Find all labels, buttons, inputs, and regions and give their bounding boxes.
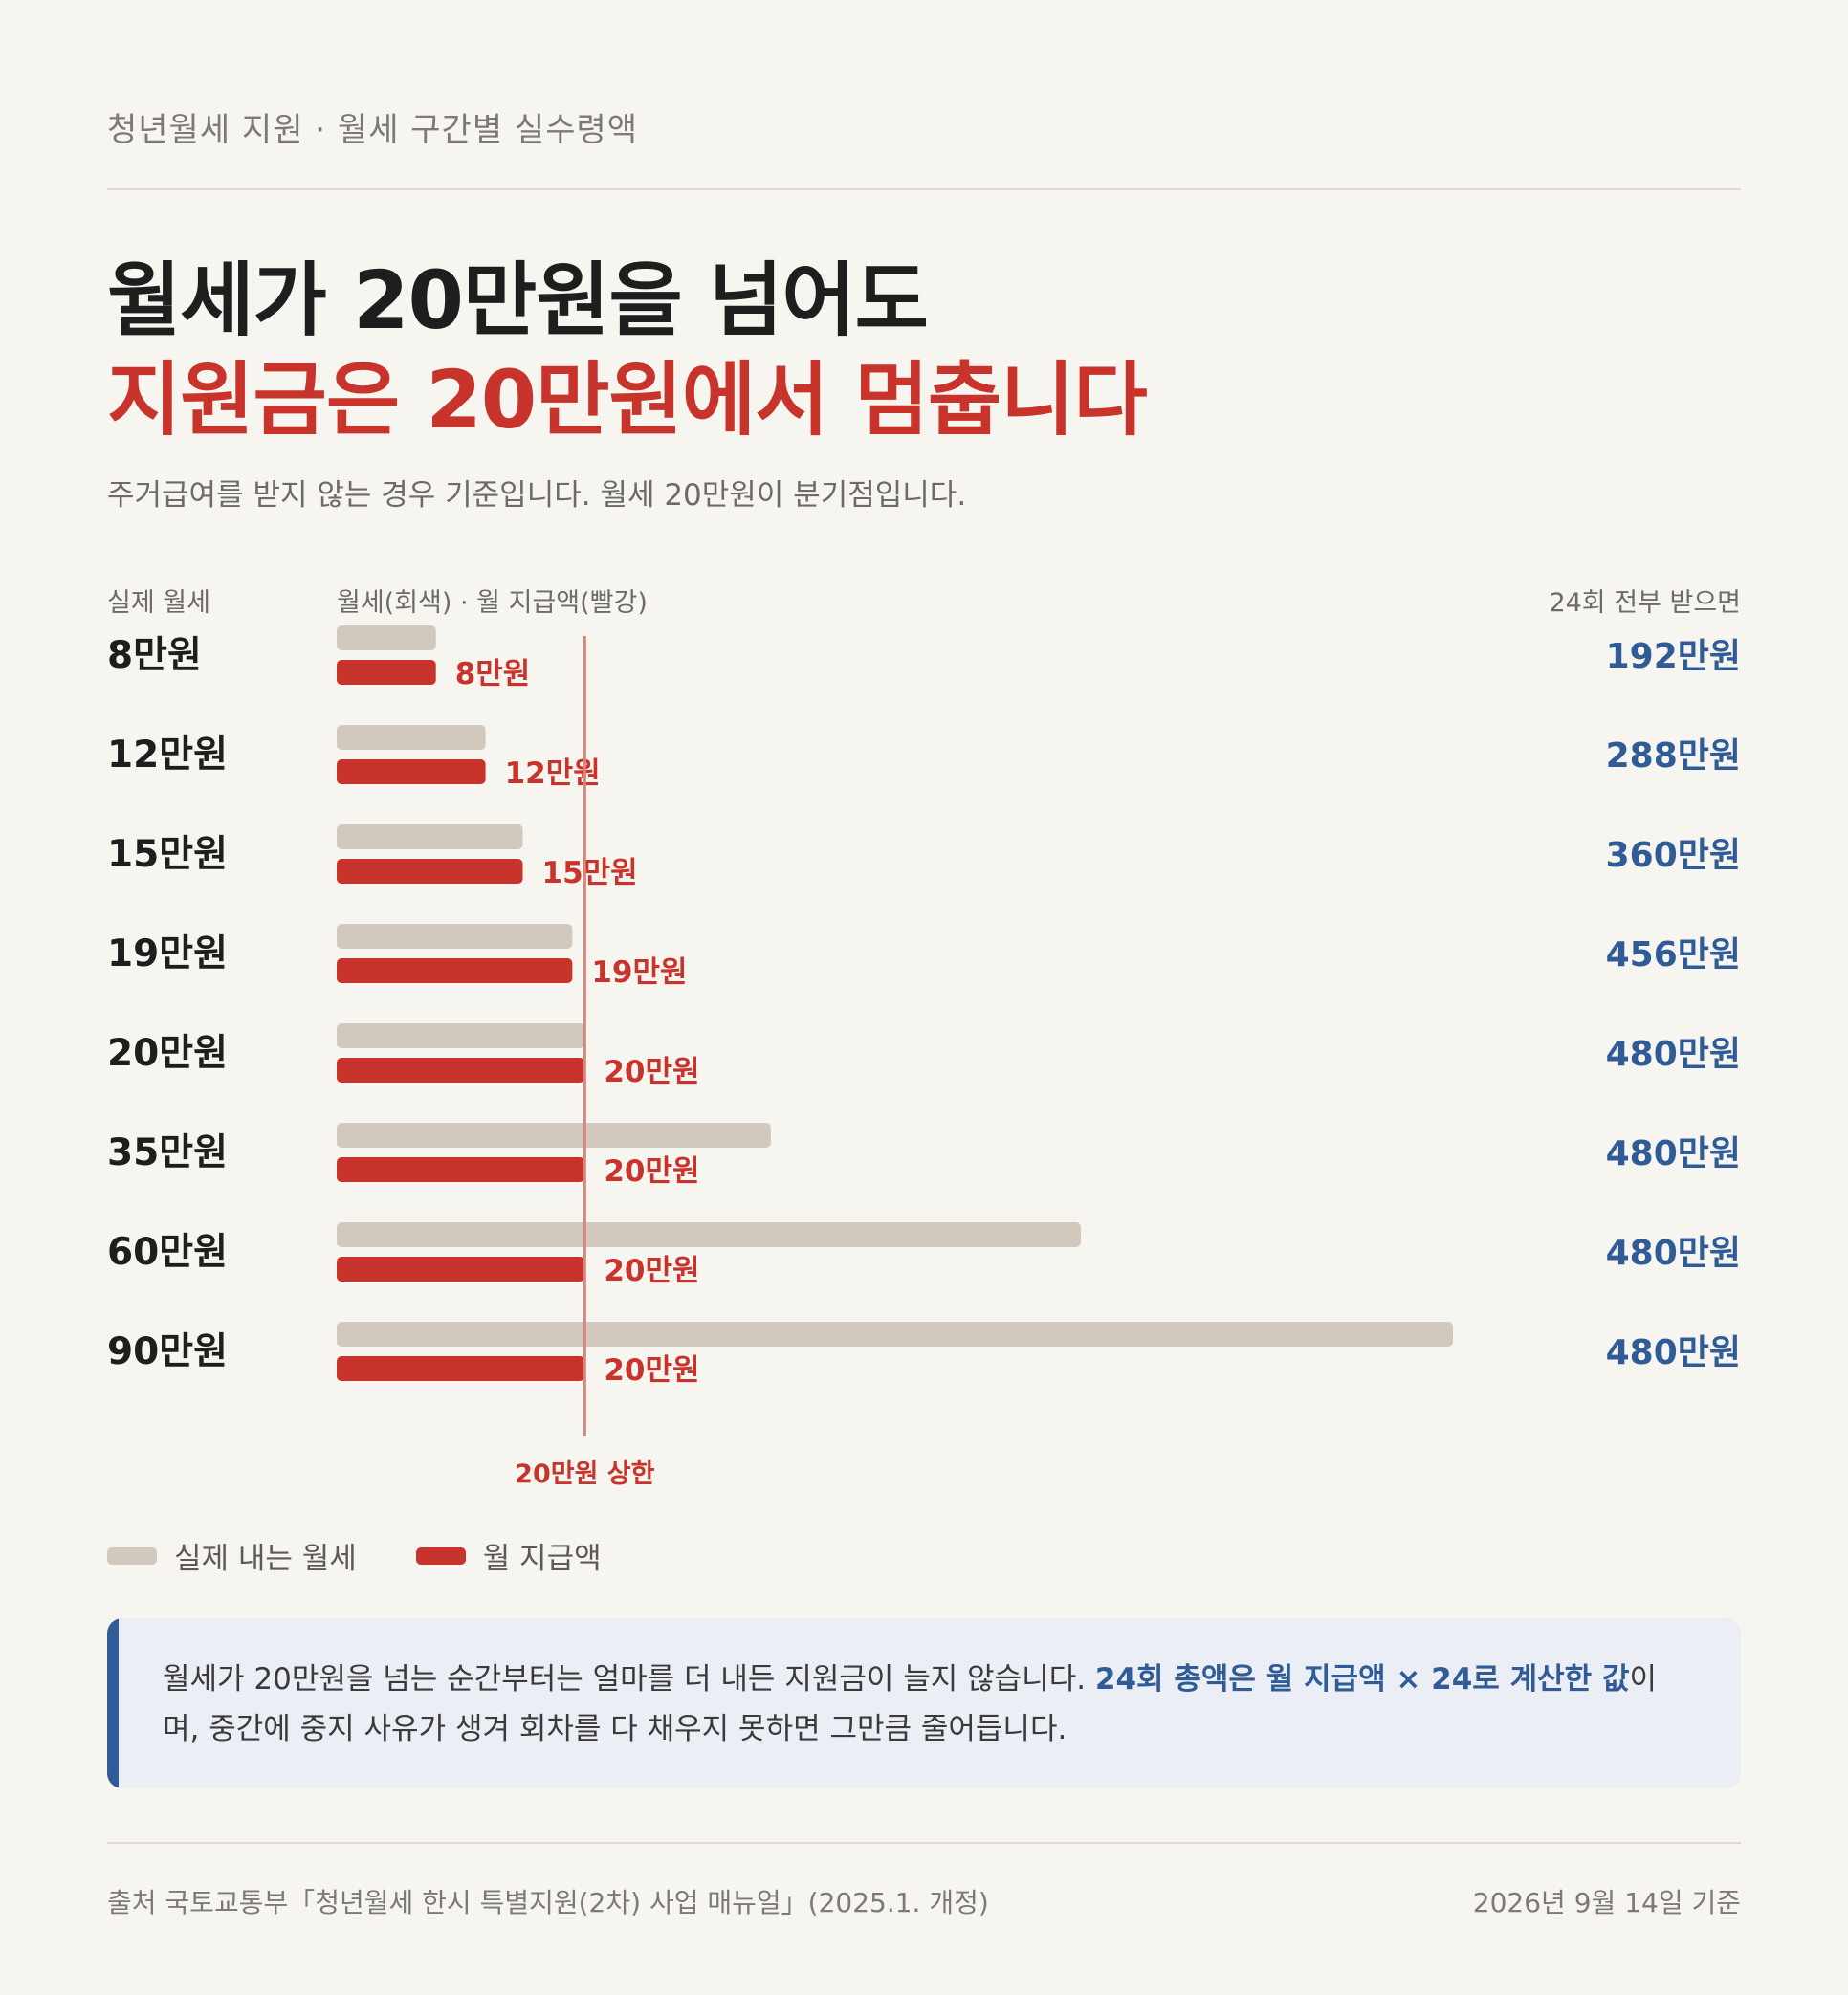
support-value-label: 20만원 xyxy=(604,1154,699,1189)
total-value-label: 456만원 xyxy=(1606,935,1741,975)
legend-item-support: 월 지급액 xyxy=(415,1534,602,1577)
support-bar xyxy=(337,859,523,884)
title-line-1: 월세가 20만원을 넘어도 xyxy=(107,253,929,347)
row-label: 35만원 xyxy=(107,1131,228,1174)
legend-swatch-support xyxy=(415,1546,466,1565)
support-value-label: 19만원 xyxy=(591,955,687,990)
row-label: 90만원 xyxy=(107,1330,228,1373)
support-bar xyxy=(337,759,486,784)
column-header-total: 24회 전부 받으면 xyxy=(1549,588,1741,618)
support-bar xyxy=(337,1257,585,1282)
rent-bar xyxy=(337,725,486,750)
note-text-part-2: 이며, 중간에 중지 사유가 생겨 회차를 다 채우지 못하면 그만큼 줄어듭니… xyxy=(163,1662,1658,1746)
as-of-date: 2026년 9월 14일 기준 xyxy=(1472,1887,1741,1918)
legend-label-support: 월 지급액 xyxy=(482,1542,602,1576)
row-label: 60만원 xyxy=(107,1231,228,1274)
legend-label-rent: 실제 내는 월세 xyxy=(174,1542,357,1576)
support-value-label: 8만원 xyxy=(455,657,531,691)
source-credit: 출처 국토교통부「청년월세 한시 특별지원(2차) 사업 매뉴얼」(2025.1… xyxy=(107,1887,989,1918)
total-value-label: 360만원 xyxy=(1606,836,1741,875)
note-text: 월세가 20만원을 넘는 순간부터는 얼마를 더 내든 지원금이 늘지 않습니다… xyxy=(163,1655,1693,1754)
legend-item-rent: 실제 내는 월세 xyxy=(107,1534,357,1577)
note-text-part-1: 월세가 20만원을 넘는 순간부터는 얼마를 더 내든 지원금이 늘지 않습니다… xyxy=(163,1662,1095,1697)
support-value-label: 20만원 xyxy=(604,1055,699,1089)
total-value-label: 288만원 xyxy=(1606,736,1741,776)
support-bar xyxy=(337,1058,585,1083)
rent-bar xyxy=(337,924,573,949)
row-label: 12만원 xyxy=(107,734,228,777)
rent-bar xyxy=(337,1023,585,1048)
support-value-label: 20만원 xyxy=(604,1353,699,1388)
support-bar xyxy=(337,958,573,983)
rent-bar xyxy=(337,1123,771,1148)
total-value-label: 480만원 xyxy=(1606,1333,1741,1372)
note-emphasis: 24회 총액은 월 지급액 × 24로 계산한 값 xyxy=(1094,1662,1630,1697)
support-bar xyxy=(337,660,436,685)
total-value-label: 192만원 xyxy=(1606,637,1741,676)
bottom-divider xyxy=(107,1842,1741,1844)
title-line-2: 지원금은 20만원에서 멈춥니다 xyxy=(107,353,1148,447)
support-bar xyxy=(337,1356,585,1381)
note-box: 월세가 20만원을 넘는 순간부터는 얼마를 더 내든 지원금이 늘지 않습니다… xyxy=(107,1618,1741,1788)
top-divider xyxy=(107,188,1741,190)
column-header-bars: 월세(회색) · 월 지급액(빨강) xyxy=(337,588,648,618)
cap-label: 20만원 상한 xyxy=(515,1459,654,1489)
infographic-page: 청년월세 지원 · 월세 구간별 실수령액 월세가 20만원을 넘어도 지원금은… xyxy=(107,0,1741,1995)
total-value-label: 480만원 xyxy=(1606,1234,1741,1273)
total-value-label: 480만원 xyxy=(1606,1035,1741,1074)
rent-bar xyxy=(337,1222,1081,1247)
rent-bar xyxy=(337,1322,1453,1347)
page-title: 월세가 20만원을 넘어도 지원금은 20만원에서 멈춥니다 xyxy=(107,251,1148,449)
rent-bar xyxy=(337,625,436,650)
row-label: 15만원 xyxy=(107,833,228,876)
subtitle: 주거급여를 받지 않는 경우 기준입니다. 월세 20만원이 분기점입니다. xyxy=(107,478,967,513)
support-value-label: 20만원 xyxy=(604,1254,699,1288)
row-label: 19만원 xyxy=(107,932,228,976)
rent-bar xyxy=(337,824,523,849)
support-value-label: 15만원 xyxy=(542,856,638,890)
note-accent-bar xyxy=(107,1618,119,1788)
row-label: 20만원 xyxy=(107,1032,228,1075)
total-value-label: 480만원 xyxy=(1606,1134,1741,1173)
legend: 실제 내는 월세 월 지급액 xyxy=(107,1534,651,1577)
support-bar xyxy=(337,1157,585,1182)
row-label: 8만원 xyxy=(107,634,202,677)
kicker: 청년월세 지원 · 월세 구간별 실수령액 xyxy=(107,111,639,149)
legend-swatch-rent xyxy=(107,1546,157,1565)
column-header-rent: 실제 월세 xyxy=(107,588,210,618)
